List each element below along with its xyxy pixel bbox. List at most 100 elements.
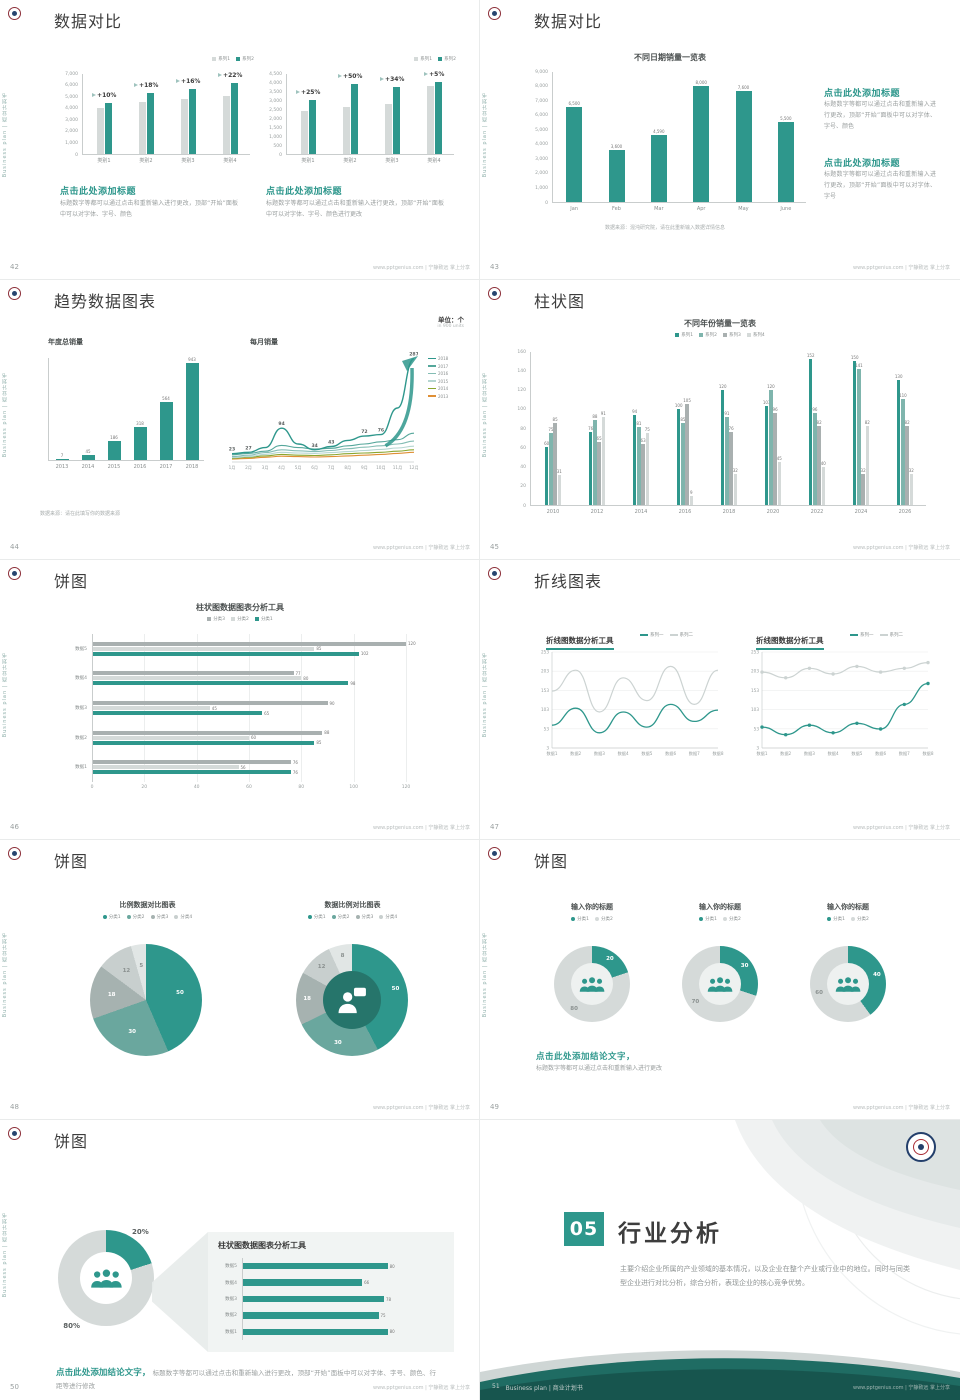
y-tick-label: 9,000 [535, 69, 548, 75]
bar [645, 432, 649, 505]
value-label: 60 [544, 441, 550, 447]
plot-area: +10% 类别1 +18% 类别2 +16% 类别3 +22% 类别4 [82, 72, 250, 164]
left-body: 标题数字等都可以通过点击和重新输入进行更改，顶部“开始”面板中可以对字体、字号、… [60, 200, 238, 218]
school-logo-icon [906, 1132, 936, 1162]
y-tick-label: 4,000 [535, 142, 548, 148]
x-tick-label: 40 [193, 785, 200, 790]
sales-bar-chart: 0 1,000 2,000 3,000 4,000 5,000 6,000 7,000 8,00… [524, 64, 810, 216]
legend-marker-icon [231, 617, 236, 621]
bar [92, 735, 249, 740]
data-source-caption: 数据来源：请在此填写你的数据来源 [40, 511, 121, 517]
bar [641, 444, 645, 505]
chart-title: 柱状图数据图表分析工具 [196, 603, 284, 612]
value-label: 80 [389, 1263, 395, 1269]
donut2-title: 输入你的标题 [699, 903, 741, 911]
legend-marker-icon [102, 915, 107, 919]
pie-chart: 50 30 18 12 5 [90, 944, 202, 1056]
value-label: 76 [588, 425, 594, 431]
value-label: 120 [718, 383, 727, 389]
bar [733, 474, 737, 505]
gridline [301, 634, 303, 782]
x-tick-label: Apr [696, 206, 706, 212]
svg-text:3: 3 [546, 746, 549, 751]
bar [55, 459, 69, 460]
svg-text:5月: 5月 [295, 465, 302, 471]
x-tick-label: 2022 [810, 509, 824, 515]
bar [242, 1262, 388, 1270]
category-label: 数据5 [225, 1264, 237, 1270]
legend-item: 分类4 [174, 914, 192, 920]
line-chart-right: 3 53 103 153 203 253 数据1 数据2 数据3 数据4 数据5 数据6 数据7 数据8 [746, 644, 934, 760]
category-label: 数据3 [75, 706, 87, 711]
slice-label: 18 [107, 991, 116, 998]
bar [677, 408, 681, 505]
funnel-shape [152, 1232, 208, 1352]
legend-marker-icon [699, 333, 704, 337]
svg-text:数据5: 数据5 [641, 750, 652, 757]
svg-text:数据8: 数据8 [712, 750, 723, 757]
y-tick-label: 4,000 [65, 106, 78, 112]
donut1-title: 输入你的标题 [571, 903, 613, 911]
value-label: 318 [136, 421, 144, 427]
people-group-icon [579, 976, 605, 992]
plot-area: 7 2013 45 2014 186 2015 318 2016 564 2017 943 2018 [48, 357, 204, 470]
bar [392, 86, 400, 154]
page-number: 48 [10, 1103, 19, 1111]
bar-chart-left: 0 1,000 2,000 3,000 4,000 5,000 6,000 7,000 +10%… [56, 64, 254, 166]
y-tick-label: 3,000 [535, 156, 548, 162]
svg-text:253: 253 [541, 650, 549, 655]
svg-text:数据6: 数据6 [875, 750, 886, 757]
y-tick-label: 0 [523, 503, 526, 509]
slide-title: 饼图 [54, 1132, 89, 1151]
donut-chart-2: 30 70 [682, 946, 758, 1022]
slice-label: 30 [334, 1039, 342, 1046]
value-label: 76 [728, 425, 734, 431]
value-label: 85 [316, 740, 322, 746]
value-label: 80 [303, 675, 309, 681]
category-label: 数据5 [75, 646, 87, 652]
svg-text:2月: 2月 [245, 465, 252, 471]
y-tick-label: 500 [273, 143, 282, 149]
legend-item: 2015 [428, 379, 448, 384]
value-label: 94 [632, 408, 638, 414]
value-label: 31 [556, 469, 562, 475]
x-tick-label: 2015 [107, 464, 121, 470]
legend-item: 分类1 [827, 916, 845, 922]
slice-label: 12 [317, 964, 326, 971]
legend-marker-icon [746, 333, 751, 337]
y-tick-label: 0 [75, 152, 78, 158]
value-label: 6,500 [568, 101, 580, 107]
x-tick-label: 2024 [854, 509, 868, 515]
y-tick-label: 3,000 [65, 117, 78, 123]
category-label: 数据3 [225, 1297, 237, 1302]
page-number: 42 [10, 263, 19, 271]
value-label: 76 [292, 769, 298, 775]
legend-item: 分类2 [331, 914, 350, 920]
school-logo-icon [488, 7, 501, 20]
people-group-icon [90, 1269, 122, 1288]
people-group-icon [835, 976, 861, 992]
bar [729, 431, 733, 505]
chart-title: 不同日期销量一览表 [634, 53, 706, 62]
bar [92, 681, 349, 686]
bar [681, 423, 685, 505]
value-label: 120 [408, 641, 416, 647]
gridline [406, 634, 407, 782]
x-tick-label: 类别2 [343, 158, 357, 164]
value-label: 152 [806, 352, 815, 358]
value-label: 96 [812, 406, 818, 412]
bar [725, 417, 729, 505]
svg-text:数据2: 数据2 [780, 750, 791, 757]
school-logo-icon [8, 567, 21, 580]
legend-marker-icon [414, 57, 419, 61]
svg-text:103: 103 [541, 707, 549, 712]
x-tick-label: Jan [570, 206, 578, 212]
value-label: 75 [548, 426, 554, 432]
bar [721, 389, 725, 505]
legend-item: 分类2 [595, 916, 613, 922]
bar [821, 466, 825, 505]
legend-item: 分类3 [150, 914, 168, 920]
y-tick-label: 7,000 [535, 98, 548, 104]
legend-item: 系列3 [723, 332, 741, 338]
bar [92, 641, 406, 646]
